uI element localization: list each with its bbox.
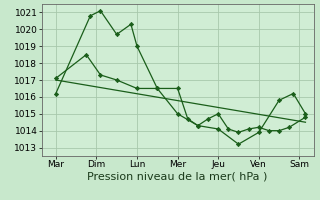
X-axis label: Pression niveau de la mer( hPa ): Pression niveau de la mer( hPa ) [87, 172, 268, 182]
